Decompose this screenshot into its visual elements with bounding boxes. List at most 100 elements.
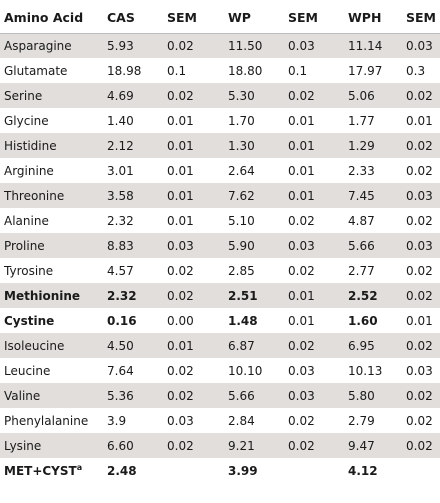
- cell-cas: 2.32: [103, 283, 163, 308]
- table-row: Lysine 6.60 0.02 9.21 0.02 9.47 0.02: [0, 433, 440, 458]
- amino-acid-label: Glycine: [4, 113, 49, 128]
- cell-cas: 3.01: [107, 163, 134, 178]
- cell-cas: 18.98: [107, 63, 142, 78]
- cell-cas: 4.69: [103, 83, 163, 108]
- cell-sem-cas: 0.02: [163, 283, 224, 308]
- cell-cas: 5.36: [103, 383, 163, 408]
- cell-amino-acid: Arginine: [0, 158, 103, 183]
- cell-wp: 1.30: [224, 133, 284, 158]
- cell-wp: 9.21: [224, 433, 284, 458]
- cell-wp: 5.10: [228, 213, 255, 228]
- cell-sem-wp: 0.02: [284, 433, 344, 458]
- cell-sem-cas: 0.02: [163, 83, 224, 108]
- cell-sem-wp: 0.03: [284, 383, 344, 408]
- amino-acid-label: MET+CYST: [4, 463, 77, 478]
- table-row: Histidine 2.12 0.01 1.30 0.01 1.29 0.02: [0, 133, 440, 158]
- cell-cas: 6.60: [103, 433, 163, 458]
- cell-sem-cas: 0.1: [167, 63, 187, 78]
- cell-wph: 5.80: [344, 383, 406, 408]
- table-row: Phenylalanine 3.9 0.03 2.84 0.02 2.79 0.02: [0, 408, 440, 433]
- cell-wph: 1.29: [344, 133, 406, 158]
- cell-wp: 5.30: [224, 83, 284, 108]
- amino-acid-label: Leucine: [4, 363, 51, 378]
- cell-amino-acid: Valine: [0, 383, 103, 408]
- cell-sem-cas: 0.01: [163, 183, 224, 208]
- cell-cas: 2.32: [107, 213, 134, 228]
- cell-wph: 7.45: [344, 183, 406, 208]
- cell-sem-cas: [163, 458, 224, 483]
- cell-cas: 2.48: [107, 463, 137, 478]
- amino-acid-label: Methionine: [4, 288, 81, 303]
- cell-sem-wp: 0.01: [284, 183, 344, 208]
- cell-amino-acid: Phenylalanine: [0, 408, 103, 433]
- cell-cas: 8.83: [103, 233, 163, 258]
- table-row: Cystine 0.16 0.00 1.48 0.01 1.60 0.01: [0, 308, 440, 333]
- cell-sem-wp: 0.02: [288, 213, 315, 228]
- header-row: Amino Acid CAS SEM WP SEM WPH SEM: [0, 0, 440, 34]
- cell-wph: 4.87: [348, 213, 375, 228]
- amino-acid-table: Amino Acid CAS SEM WP SEM WPH SEM Aspara…: [0, 0, 440, 483]
- cell-sem-wph: 0.02: [406, 433, 440, 458]
- table-row: Glutamate 18.98 0.1 18.80 0.1 17.97 0.3: [0, 58, 440, 83]
- cell-amino-acid: Alanine: [0, 208, 103, 233]
- cell-sem-wph: 0.03: [406, 363, 433, 378]
- amino-acid-label: Lysine: [4, 438, 42, 453]
- cell-cas: 0.16: [107, 313, 137, 328]
- cell-amino-acid: Cystine: [0, 308, 103, 333]
- cell-sem-wp: 0.01: [284, 283, 344, 308]
- cell-sem-cas: 0.01: [167, 213, 194, 228]
- cell-wph: 2.79: [348, 413, 375, 428]
- cell-sem-cas: 0.02: [163, 383, 224, 408]
- cell-wph: 2.52: [344, 283, 406, 308]
- cell-amino-acid: Glycine: [0, 108, 103, 133]
- cell-amino-acid: Lysine: [0, 433, 103, 458]
- cell-wp: 2.51: [224, 283, 284, 308]
- amino-acid-label: Tyrosine: [4, 263, 54, 278]
- cell-sem-wp: 0.01: [288, 113, 315, 128]
- table-row: Leucine 7.64 0.02 10.10 0.03 10.13 0.03: [0, 358, 440, 383]
- table-row: Methionine 2.32 0.02 2.51 0.01 2.52 0.02: [0, 283, 440, 308]
- cell-sem-wp: 0.03: [284, 33, 344, 58]
- cell-wph: 17.97: [348, 63, 383, 78]
- cell-sem-cas: 0.03: [167, 413, 194, 428]
- cell-sem-wph: 0.02: [406, 83, 440, 108]
- header-sem-cas: SEM: [163, 0, 224, 34]
- cell-amino-acid: Glutamate: [0, 58, 103, 83]
- cell-sem-wph: 0.01: [406, 113, 433, 128]
- table-row: Threonine 3.58 0.01 7.62 0.01 7.45 0.03: [0, 183, 440, 208]
- cell-sem-cas: 0.02: [167, 363, 194, 378]
- cell-amino-acid: Tyrosine: [0, 258, 103, 283]
- cell-cas: 3.58: [103, 183, 163, 208]
- cell-wph: 11.14: [344, 33, 406, 58]
- cell-sem-wp: 0.01: [288, 163, 315, 178]
- cell-amino-acid: Histidine: [0, 133, 103, 158]
- cell-sem-wph: 0.03: [406, 183, 440, 208]
- cell-cas: 4.57: [107, 263, 134, 278]
- cell-sem-cas: 0.01: [167, 163, 194, 178]
- cell-wph: 2.33: [348, 163, 375, 178]
- cell-wph: 1.60: [348, 313, 378, 328]
- cell-amino-acid: Leucine: [0, 358, 103, 383]
- cell-wph: 10.13: [348, 363, 383, 378]
- cell-sem-wph: 0.03: [406, 33, 440, 58]
- cell-sem-wph: [406, 458, 440, 483]
- cell-wp: 2.64: [228, 163, 255, 178]
- cell-amino-acid: Threonine: [0, 183, 103, 208]
- cell-sem-cas: 0.03: [163, 233, 224, 258]
- cell-sem-cas: 0.02: [163, 33, 224, 58]
- cell-sem-cas: 0.00: [167, 313, 194, 328]
- header-sem-wph: SEM: [406, 0, 440, 34]
- amino-acid-label: Alanine: [4, 213, 49, 228]
- table-body: Asparagine 5.93 0.02 11.50 0.03 11.14 0.03 Glut…: [0, 33, 440, 483]
- cell-sem-wph: 0.02: [406, 213, 433, 228]
- cell-sem-cas: 0.01: [167, 113, 194, 128]
- cell-sem-wph: 0.02: [406, 133, 440, 158]
- table-row: Asparagine 5.93 0.02 11.50 0.03 11.14 0.03: [0, 33, 440, 58]
- table-row: Valine 5.36 0.02 5.66 0.03 5.80 0.02: [0, 383, 440, 408]
- cell-sem-wp: 0.03: [288, 363, 315, 378]
- cell-cas: 1.40: [107, 113, 134, 128]
- cell-wph: 9.47: [344, 433, 406, 458]
- cell-wp: 5.66: [224, 383, 284, 408]
- cell-sem-wph: 0.02: [406, 413, 433, 428]
- amino-acid-label: Serine: [4, 88, 43, 103]
